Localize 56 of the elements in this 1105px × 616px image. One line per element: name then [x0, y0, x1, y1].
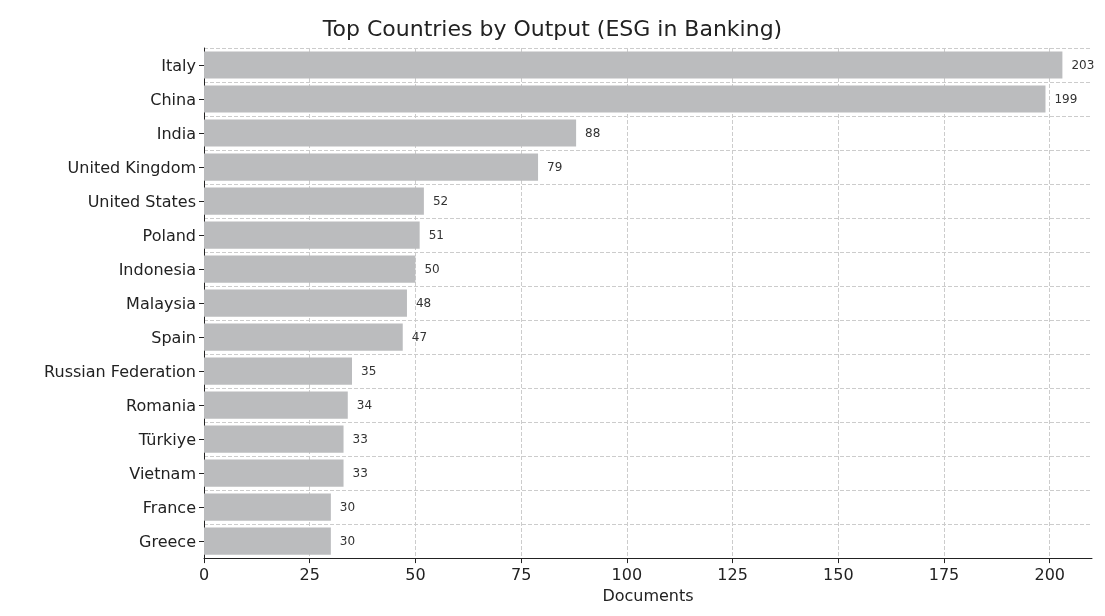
data-label: 30	[339, 500, 356, 515]
y-tick-label: Spain	[151, 327, 196, 347]
data-label: 48	[415, 296, 432, 311]
bar	[204, 221, 420, 249]
y-tick-label: Türkiye	[137, 429, 196, 449]
x-tick-label: 75	[510, 564, 532, 584]
x-tick-label: 175	[928, 564, 960, 584]
y-tick-label: Romania	[126, 395, 196, 415]
x-tick-label: 200	[1034, 564, 1065, 584]
x-axis-title: Documents	[602, 585, 694, 605]
bar	[204, 391, 348, 419]
data-label: 52	[432, 194, 449, 209]
x-tick-label: 50	[405, 564, 426, 584]
y-tick-label: Poland	[142, 225, 196, 245]
y-tick-label: France	[142, 497, 196, 517]
y-tick-label: India	[156, 123, 196, 143]
bar	[204, 289, 407, 317]
bar	[204, 459, 344, 487]
x-tick-label: 150	[823, 564, 854, 584]
data-label: 50	[424, 262, 440, 277]
bar	[204, 527, 331, 555]
y-tick-label: Greece	[139, 531, 196, 551]
x-tick-label: 0	[198, 564, 210, 584]
bar	[204, 153, 539, 181]
y-tick-label: United Kingdom	[67, 157, 196, 177]
data-label: 30	[339, 534, 356, 549]
y-tick-label: Russian Federation	[44, 361, 196, 381]
x-tick-label: 25	[299, 564, 320, 584]
y-tick-label: Vietnam	[129, 463, 196, 483]
data-label: 203	[1071, 58, 1095, 72]
data-label: 47	[411, 330, 428, 345]
data-label: 51	[428, 228, 444, 243]
y-tick-label: United States	[87, 191, 196, 211]
bar	[204, 85, 1046, 113]
data-label: 34	[356, 398, 373, 413]
data-label: 88	[585, 126, 601, 141]
data-label: 79	[547, 160, 563, 175]
x-tick-label: 100	[611, 564, 643, 584]
data-label: 199	[1054, 92, 1078, 107]
x-tick-label: 125	[717, 564, 748, 584]
y-tick-label: China	[150, 89, 196, 109]
bar	[204, 187, 424, 215]
y-tick-label: Indonesia	[118, 259, 196, 279]
bar	[204, 51, 1063, 79]
y-tick-label: Malaysia	[126, 293, 196, 313]
y-tick-label: Italy	[161, 55, 196, 75]
bar	[204, 493, 331, 521]
bar	[204, 425, 344, 453]
data-label: 33	[352, 466, 368, 481]
bar	[204, 357, 352, 385]
bar	[204, 255, 416, 283]
bar	[204, 119, 577, 147]
bar	[204, 323, 403, 351]
data-label: 35	[361, 364, 377, 379]
chart-title: Top Countries by Output (ESG in Banking)	[321, 15, 783, 41]
data-label: 33	[352, 432, 368, 447]
